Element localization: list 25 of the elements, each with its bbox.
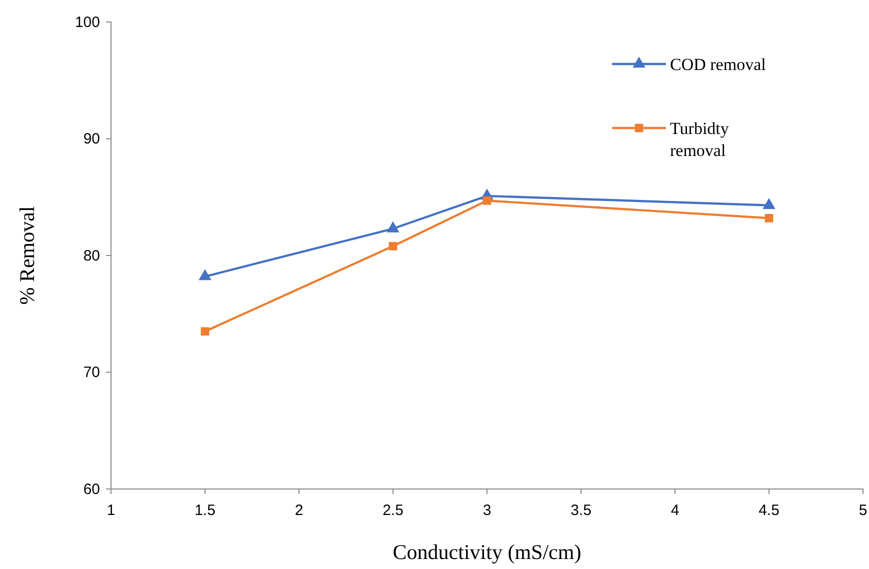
y-tick-label: 90: [83, 130, 100, 148]
x-tick-label: 5: [858, 502, 868, 519]
y-tick-label: 60: [83, 480, 100, 498]
x-tick-label: 4: [670, 502, 680, 519]
legend-label: COD removal: [670, 55, 766, 74]
point: [762, 198, 776, 209]
x-tick-label: 4.5: [758, 502, 780, 519]
y-tick-label: 100: [74, 14, 100, 31]
point: [200, 327, 210, 336]
y-tick-label: 80: [83, 247, 100, 264]
x-tick-label: 1: [106, 502, 116, 519]
x-tick-label: 3.5: [570, 502, 592, 519]
x-tick-label: 2.5: [382, 502, 404, 519]
x-tick-label: 3: [482, 502, 492, 519]
point: [386, 221, 400, 232]
point: [764, 214, 774, 222]
y-axis-title: % Removal: [15, 206, 39, 305]
x-axis-title: Conductivity (mS/cm): [392, 540, 582, 564]
point: [198, 269, 212, 280]
point: [388, 242, 398, 250]
y-tick-label: 70: [83, 364, 100, 382]
point: [482, 196, 492, 205]
legend-label: Turbidty removal: [670, 119, 730, 160]
x-tick-label: 2: [294, 502, 304, 519]
x-tick-label: 1.5: [194, 502, 216, 519]
